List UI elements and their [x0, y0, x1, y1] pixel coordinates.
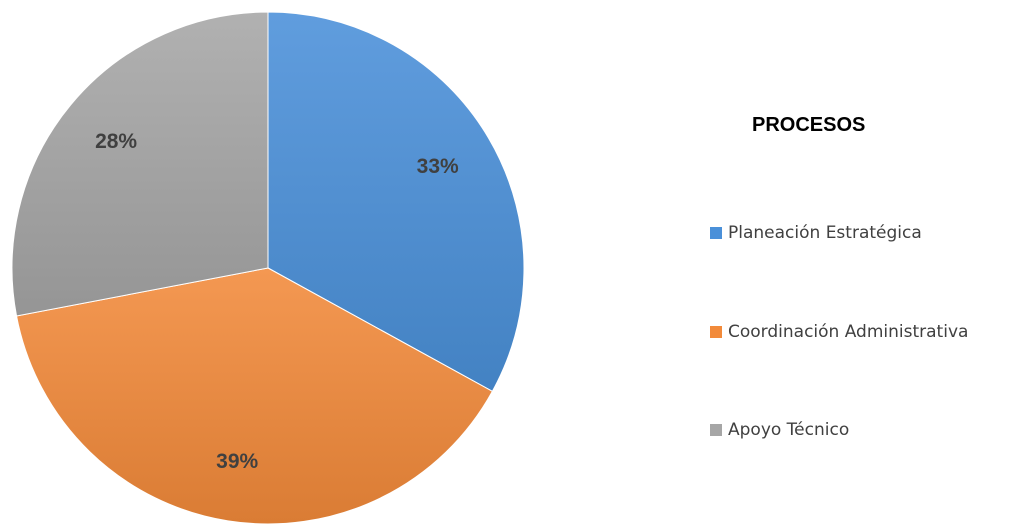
data-label-planeacion: 33% [417, 155, 459, 178]
legend-swatch-planeacion [710, 227, 722, 239]
legend-item-planeacion: Planeación Estratégica [710, 223, 922, 243]
legend-label-coordinacion: Coordinación Administrativa [728, 322, 969, 342]
pie-slice-coordinacion [15, 267, 494, 525]
legend-swatch-apoyo [710, 424, 722, 436]
chart-title: PROCESOS [752, 114, 866, 136]
pie-plot-area: 33% 39% 28% [11, 11, 525, 525]
legend-item-coordinacion: Coordinación Administrativa [710, 322, 968, 342]
pie-slice-planeacion [267, 11, 525, 393]
pie-slice-apoyo [11, 11, 269, 317]
legend-label-apoyo: Apoyo Técnico [728, 420, 850, 440]
legend-label-planeacion: Planeación Estratégica [728, 223, 922, 243]
data-label-coordinacion: 39% [216, 450, 258, 473]
legend-swatch-coordinacion [710, 326, 722, 338]
data-label-apoyo: 28% [95, 130, 137, 153]
legend-item-apoyo: Apoyo Técnico [710, 420, 849, 440]
